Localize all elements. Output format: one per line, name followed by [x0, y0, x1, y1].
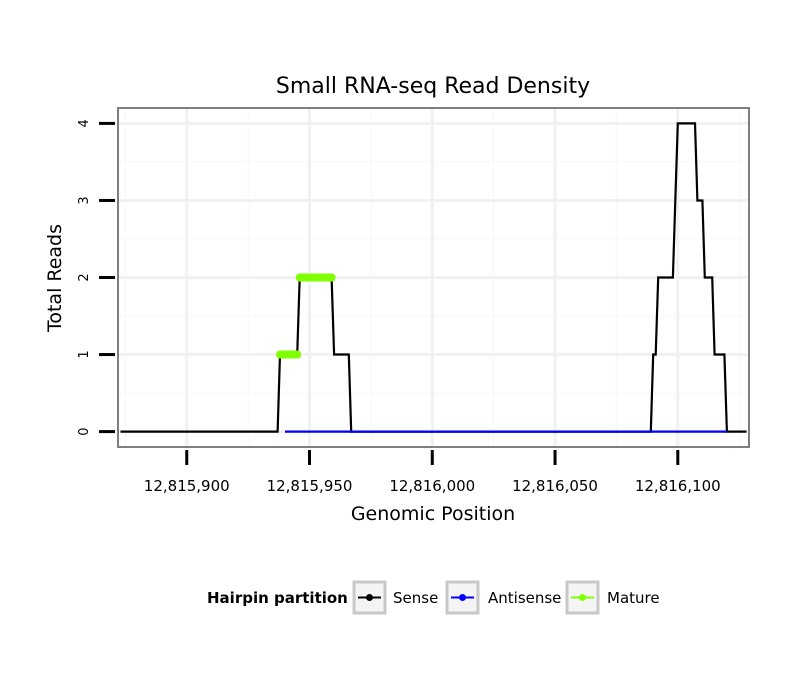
- legend-label-antisense: Antisense: [488, 589, 561, 607]
- y-axis-label: Total Reads: [44, 224, 66, 333]
- y-tick-label: 3: [77, 196, 92, 204]
- legend-dot-antisense: [459, 594, 466, 601]
- y-tick-label: 0: [77, 427, 92, 435]
- y-tick-label: 4: [77, 119, 92, 127]
- y-tick-label: 1: [77, 350, 92, 358]
- legend: Hairpin partition Sense Antisense Mature: [207, 580, 660, 615]
- legend-title: Hairpin partition: [207, 589, 348, 607]
- x-tick-label: 12,816,100: [635, 477, 721, 495]
- panel-border: [117, 107, 750, 448]
- y-tick-label: 2: [77, 273, 92, 281]
- x-tick-label: 12,816,000: [389, 477, 475, 495]
- legend-dot-mature: [579, 594, 586, 601]
- legend-label-sense: Sense: [393, 589, 438, 607]
- x-tick-label: 12,815,950: [267, 477, 353, 495]
- x-tick-label: 12,815,900: [144, 477, 230, 495]
- plot-area: 12,815,900 12,815,950 12,816,000 12,816,050…: [77, 107, 750, 495]
- chart-title: Small RNA-seq Read Density: [276, 74, 590, 99]
- legend-dot-sense: [366, 594, 373, 601]
- x-axis-label: Genomic Position: [351, 503, 515, 525]
- legend-label-mature: Mature: [607, 589, 660, 607]
- x-tick-label: 12,816,050: [512, 477, 598, 495]
